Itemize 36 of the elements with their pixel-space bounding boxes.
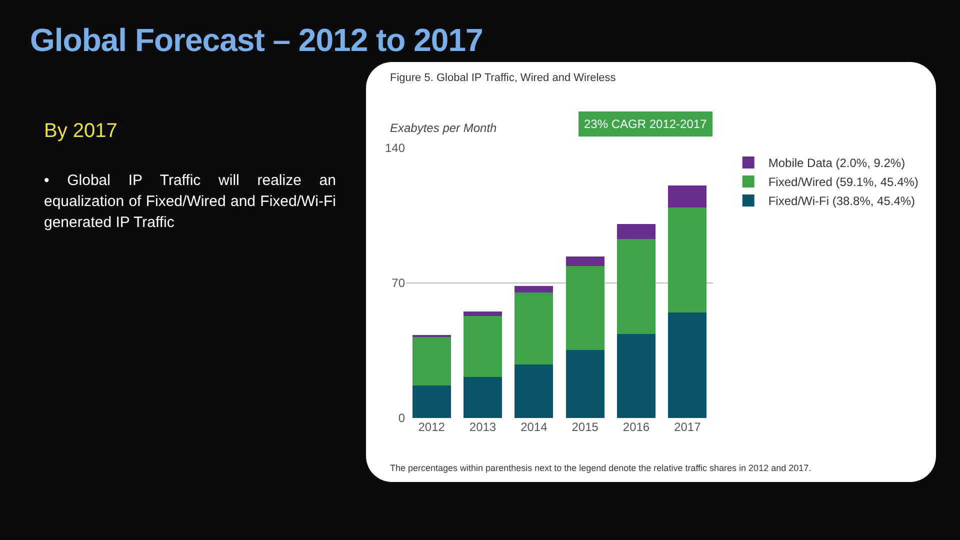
- bar: [566, 256, 604, 266]
- bar: [566, 350, 604, 418]
- x-tick-label: 2014: [520, 420, 548, 434]
- x-tick-label: 2012: [418, 420, 446, 434]
- x-tick-label: 2013: [469, 420, 496, 434]
- legend-label: Fixed/Wi-Fi (38.8%, 45.4%): [768, 194, 916, 208]
- bar: [514, 364, 554, 418]
- bar: [668, 312, 707, 418]
- bar: [617, 238, 656, 334]
- chart-subtitle: Figure 5. Global IP Traffic, Wired and Wireless: [390, 72, 616, 84]
- bar: [566, 266, 604, 350]
- chart-title: Global Forecast – 2012 to 2017: [30, 22, 483, 59]
- legend-label: Mobile Data (2.0%, 9.2%): [768, 156, 906, 170]
- bar: [617, 334, 656, 418]
- x-tick-label: 2015: [572, 420, 599, 434]
- bar: [514, 292, 554, 364]
- x-tick-label: 2016: [622, 420, 650, 434]
- y-tick-label: 0: [398, 411, 406, 426]
- y-tick-label: 70: [392, 276, 406, 290]
- bar: [464, 312, 502, 316]
- text: By 2017: [44, 120, 118, 143]
- x-tick-label: 2017: [674, 420, 702, 434]
- bar: [412, 336, 451, 386]
- y-axis-title: Exabytes per Month: [390, 121, 498, 135]
- bar: [514, 286, 554, 292]
- bar: [464, 316, 502, 377]
- bar: [617, 224, 656, 239]
- text: • Global IP Traffic will realize an equalization of Fixed/Wired and Fixed/Wi-Fi generated IP Traffic: [44, 171, 336, 233]
- bar: [668, 207, 707, 313]
- bar: [464, 376, 502, 418]
- legend-label: Fixed/Wired (59.1%, 45.4%): [768, 175, 918, 190]
- y-tick-label: 140: [384, 141, 406, 156]
- text: 23% CAGR 2012-2017: [584, 117, 708, 131]
- bar: [668, 185, 707, 208]
- text: The percentages within parenthesis next to the legend denote the relative traffic shares in 2012 and 2017.: [390, 463, 812, 473]
- bar: [412, 386, 451, 418]
